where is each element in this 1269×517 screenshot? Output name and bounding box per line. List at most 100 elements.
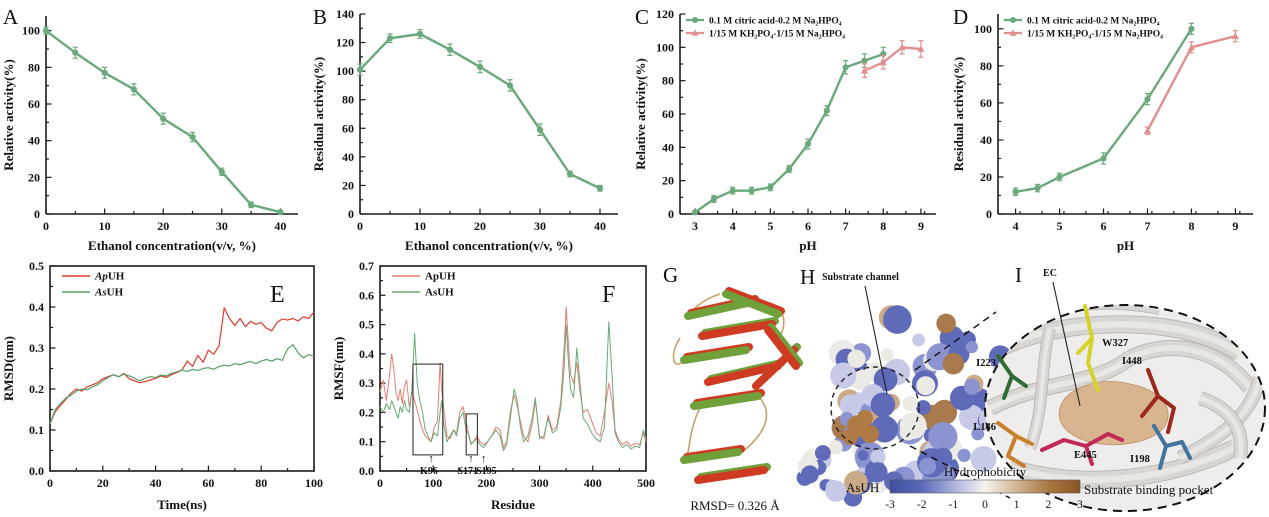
surface-blob — [800, 465, 819, 484]
channel-dashed-circle — [830, 366, 920, 450]
surface-blob — [928, 422, 958, 452]
y-axis-label: RMSD(nm) — [1, 336, 16, 401]
colorbar-tick-label: -3 — [885, 499, 895, 511]
y-tick-label: 40 — [342, 150, 354, 164]
y-tick-label: 0.6 — [359, 288, 374, 302]
x-tick-label: 6 — [805, 219, 811, 233]
hydrophobic-patch — [842, 429, 858, 445]
annotation-label: K96 — [420, 466, 438, 477]
series-A-0 — [42, 26, 284, 216]
axes — [679, 14, 936, 215]
surface-blob — [958, 404, 984, 430]
x-tick-label: 20 — [157, 219, 169, 233]
series-1/15 M KH₂PO₄-1/15 M Na₂HPO₄ — [1143, 30, 1240, 135]
y-tick-label: 80 — [980, 59, 992, 73]
y-tick-label: 140 — [336, 7, 354, 21]
x-axis-label: Ethanol concentration(v/v, %) — [88, 238, 256, 253]
helix — [704, 362, 782, 386]
series-line — [359, 32, 601, 190]
x-tick-label: 20 — [97, 476, 109, 490]
annotation-arrow: ↑ — [468, 453, 474, 465]
hydrophobicity-colorbar: Hydrophobicity -3 -2 -1 0 1 2 3 — [885, 464, 1083, 511]
annotation-label: S195 — [476, 466, 497, 477]
residue-L146: L146 — [973, 421, 1034, 468]
surface-blob — [870, 392, 896, 418]
x-tick-label: 60 — [202, 476, 214, 490]
x-tick-label: 8 — [880, 219, 886, 233]
legend: ApUH AsUH — [62, 271, 125, 299]
panel-letter: H — [800, 265, 815, 289]
series-line — [379, 306, 647, 449]
series-1/15 M KH₂PO₄-1/15 M Na₂HPO₄ — [860, 40, 925, 78]
y-tick-label: 60 — [28, 97, 40, 111]
y-tick-label: 0.4 — [359, 347, 374, 361]
x-axis-label: Ethanol concentration(v/v, %) — [405, 238, 573, 253]
surface-blob — [936, 313, 956, 334]
x-tick-label: 500 — [637, 476, 655, 490]
surface-blob — [899, 412, 927, 439]
residue-label: L146 — [973, 422, 996, 433]
x-tick-label: 30 — [216, 219, 228, 233]
legend-label: 0.1 M citric acid-0.2 M Na₂HPO₄ — [709, 17, 842, 27]
x-tick-label: 80 — [255, 476, 267, 490]
series-B-0 — [356, 29, 604, 192]
panel-letter: A — [3, 5, 19, 29]
colorbar-gradient — [889, 479, 1081, 494]
y-tick-label: 100 — [974, 22, 992, 36]
y-axis-label: RMSF(nm) — [331, 337, 346, 401]
chart-d-svg: 4 5 6 7 8 9 0 20 40 60 80 100 pH Residual activity(%)… — [951, 5, 1253, 253]
surface-blob — [916, 376, 936, 396]
chart-f-svg: 0 100 200 300 400 500 0.0 0.1 0.2 0.3 0.4 0.5 0.6 0.7… — [331, 259, 655, 512]
x-tick-label: 6 — [1101, 219, 1107, 233]
y-tick-label: 0 — [986, 207, 992, 221]
rmsd-caption: RMSD= 0.326 Å — [690, 498, 780, 513]
legend-label: 1/15 M KH₂PO₄-1/15 M Na₂HPO₄ — [1027, 30, 1163, 40]
channel-pointer-line — [864, 285, 888, 395]
chart-e-svg: 0 20 40 60 80 100 0.0 0.1 0.2 0.3 0.4 0.5 Time(ns) RM… — [1, 259, 323, 512]
y-tick-label: 100 — [336, 64, 354, 78]
legend: 0.1 M citric acid-0.2 M Na₂HPO₄ 1/15 M KH… — [686, 17, 845, 40]
residue-label: E445 — [1074, 450, 1097, 461]
helix — [680, 346, 750, 364]
series-AsUH — [379, 321, 647, 451]
y-tick-label: 0.1 — [359, 435, 374, 449]
surface-blob — [912, 333, 925, 347]
y-tick-label: 0 — [34, 207, 40, 221]
colorbar-tick-label: 2 — [1045, 499, 1051, 511]
surface-blob — [839, 394, 862, 417]
x-tick-label: 40 — [594, 219, 606, 233]
x-tick-label: 400 — [584, 476, 602, 490]
x-tick-label: 9 — [918, 219, 924, 233]
panel-letter: C — [635, 5, 649, 29]
x-tick-label: 10 — [414, 219, 426, 233]
panel-letter: B — [313, 5, 327, 29]
panel-letter: F — [602, 282, 615, 308]
hydrophobic-patch — [861, 425, 879, 443]
series-0.1 M citric acid-0.2 M Na₂HPO₄ — [691, 46, 887, 216]
x-tick-label: 7 — [1144, 219, 1150, 233]
x-tick-label: 0 — [43, 219, 49, 233]
y-axis-label: Residual activity(%) — [311, 57, 326, 171]
y-tick-label: 0.0 — [29, 464, 44, 478]
panel-d-residual-activity-vs-ph: 4 5 6 7 8 9 0 20 40 60 80 100 pH Residual activity(%)… — [950, 0, 1269, 258]
x-tick-label: 100 — [305, 476, 323, 490]
y-tick-label: 40 — [662, 140, 674, 154]
surface-blob — [815, 445, 831, 461]
x-tick-label: 300 — [531, 476, 549, 490]
surface-blob — [847, 349, 866, 368]
helix — [694, 466, 768, 484]
colorbar-title: Hydrophobicity — [944, 464, 1027, 479]
residue-label: I198 — [1130, 454, 1150, 465]
helix — [764, 326, 800, 370]
y-axis-label: Relative activity(%) — [633, 58, 648, 170]
legend-label: AsUH — [425, 287, 454, 299]
ticks — [379, 265, 647, 472]
chart-c-svg: 3 4 5 6 7 8 9 0 20 40 60 80 100 120 pH Relative activit… — [633, 5, 936, 253]
residue-W327: W327 — [1076, 304, 1128, 392]
panel-letter: G — [663, 263, 678, 287]
x-tick-label: 3 — [692, 219, 698, 233]
y-tick-label: 80 — [342, 93, 354, 107]
loop-trace — [739, 397, 768, 455]
y-axis-label: Relative activity(%) — [1, 59, 16, 171]
y-tick-label: 40 — [980, 133, 992, 147]
